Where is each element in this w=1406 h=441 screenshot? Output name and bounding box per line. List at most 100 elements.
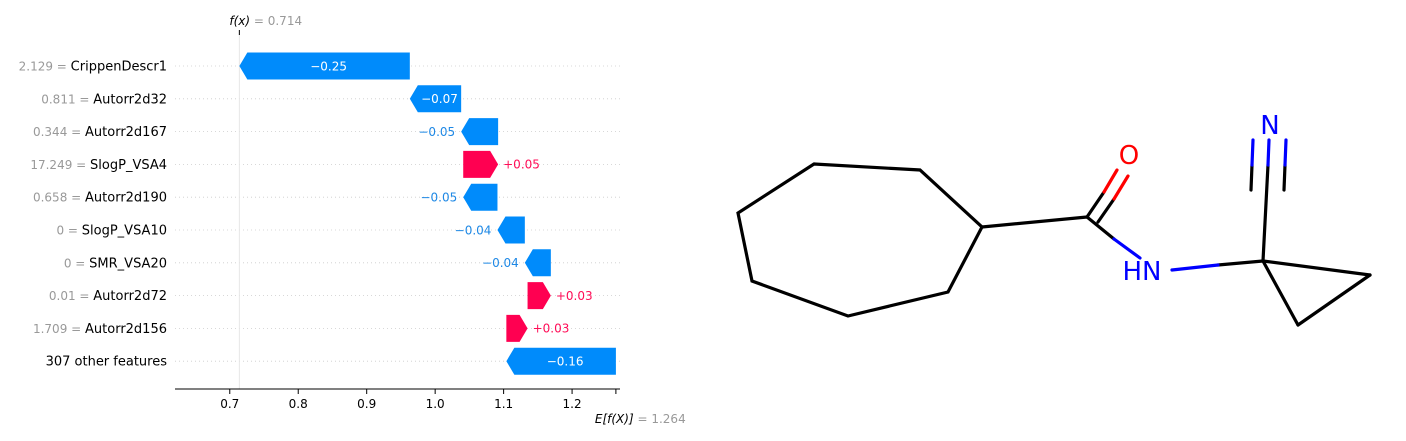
x-tick-label: 0.9 xyxy=(357,397,376,411)
feature-label: 307 other features xyxy=(46,355,168,370)
equals-sign: = xyxy=(71,256,89,270)
ring-carbonyl-bond xyxy=(980,215,1089,229)
efx-value: 1.264 xyxy=(651,412,685,426)
bar-value-label: −0.16 xyxy=(547,355,584,369)
carbonyl-double-bond-1 xyxy=(1085,190,1106,219)
negative-bar xyxy=(497,216,525,244)
nitrile-bond-blue-r xyxy=(1283,138,1288,167)
row-gridlines xyxy=(175,65,620,362)
feature-name: SMR_VSA20 xyxy=(89,256,167,271)
feature-value: 1.709 xyxy=(33,322,67,336)
nitrile-bond-black-l xyxy=(1249,163,1254,192)
x-tick-label: 1.2 xyxy=(563,397,582,411)
feature-value: 17.249 xyxy=(30,158,72,172)
feature-label: 0 = SlogP_VSA10 xyxy=(56,224,167,239)
x-tick-label: 1.0 xyxy=(426,397,445,411)
bar-value-label: −0.07 xyxy=(421,92,458,106)
feature-name: Autorr2d190 xyxy=(85,191,167,206)
bar-value-label: −0.04 xyxy=(482,256,519,270)
negative-bar xyxy=(461,118,499,146)
bar-value-label: +0.05 xyxy=(503,158,540,172)
oxygen-atom-label: O xyxy=(1119,141,1139,171)
fx-equals: = xyxy=(250,14,268,28)
negative-bar xyxy=(506,347,616,375)
cycloheptane-ring xyxy=(736,162,984,318)
cyclopropane-bond-3 xyxy=(1261,259,1300,327)
feature-label: 17.249 = SlogP_VSA4 xyxy=(30,158,167,173)
feature-value: 0.01 xyxy=(49,289,76,303)
bar-value-label: −0.05 xyxy=(418,125,455,139)
equals-sign: = xyxy=(67,125,85,139)
feature-name: Autorr2d32 xyxy=(93,92,167,107)
carbonyl-double-bond-red-2 xyxy=(1112,174,1130,201)
feature-value: 0 xyxy=(56,224,64,238)
feature-label: 2.129 = CrippenDescr1 xyxy=(19,60,167,75)
amide-nh-atom-label: HN xyxy=(1123,257,1162,287)
molecule-structure: O HN N xyxy=(736,111,1372,327)
feature-label: 0.658 = Autorr2d190 xyxy=(33,191,167,206)
x-tick-label: 1.1 xyxy=(494,397,513,411)
nitrile-n-atom-label: N xyxy=(1260,111,1279,141)
equals-sign: = xyxy=(72,158,90,172)
feature-label: 0.344 = Autorr2d167 xyxy=(33,125,167,140)
efx-equals: = xyxy=(634,412,652,426)
nitrile-bond-blue-l xyxy=(1250,138,1255,167)
equals-sign: = xyxy=(67,191,85,205)
carbonyl-double-bond-red-1 xyxy=(1102,168,1119,194)
fx-annotation: f(x) = 0.714 xyxy=(229,14,302,28)
feature-value: 0.658 xyxy=(33,191,67,205)
bonds xyxy=(736,162,1372,327)
feature-name: CrippenDescr1 xyxy=(71,60,167,75)
shap-waterfall-chart: −0.25 −0.07 −0.05 +0.05 −0.05 −0.04 −0.04 +0.03… xyxy=(19,14,686,426)
positive-bar xyxy=(527,282,551,310)
bar-value-label: +0.03 xyxy=(533,322,570,336)
heteroatom-bonds xyxy=(1102,138,1288,272)
carbonyl-double-bond-2 xyxy=(1096,197,1116,224)
negative-bar xyxy=(524,249,551,277)
feature-name: SlogP_VSA10 xyxy=(82,224,167,239)
nitrile-bond-blue-c xyxy=(1266,138,1271,167)
fx-value: 0.714 xyxy=(268,14,302,28)
bar-value-label: −0.04 xyxy=(455,223,492,237)
equals-sign: = xyxy=(76,92,94,106)
equals-sign: = xyxy=(64,224,82,238)
fx-label: f(x) xyxy=(229,14,250,28)
x-tick-label: 0.7 xyxy=(220,397,239,411)
negative-bar xyxy=(463,183,498,211)
equals-sign: = xyxy=(67,322,85,336)
feature-label: 0.811 = Autorr2d32 xyxy=(41,92,167,107)
efx-label: E[f(X)] xyxy=(595,412,634,426)
cyclopropane-bond-2 xyxy=(1296,273,1372,327)
bars: −0.25 −0.07 −0.05 +0.05 −0.05 −0.04 −0.04 +0.03… xyxy=(239,52,616,375)
nitrile-bond-black-r xyxy=(1282,163,1287,192)
feature-name: Autorr2d156 xyxy=(85,322,167,337)
carbonyl-n-bond-blue xyxy=(1112,237,1142,260)
positive-bar xyxy=(506,314,528,342)
nitrile-bond-black-c xyxy=(1261,163,1270,263)
annotations: f(x) = 0.714 E[f(X)] = 1.264 xyxy=(229,14,685,426)
x-axis: 0.7 0.8 0.9 1.0 1.1 1.2 xyxy=(175,388,620,411)
x-tick-label: 0.8 xyxy=(289,397,308,411)
feature-label: 1.709 = Autorr2d156 xyxy=(33,322,167,337)
feature-value: 0.811 xyxy=(41,92,75,106)
bar-value-label: −0.25 xyxy=(310,59,347,73)
bar-value-label: −0.05 xyxy=(420,191,457,205)
feature-name: SlogP_VSA4 xyxy=(90,158,167,173)
feature-label: 0.01 = Autorr2d72 xyxy=(49,289,167,304)
equals-sign: = xyxy=(76,289,94,303)
n-quaternary-bond-black xyxy=(1216,259,1265,267)
negative-bar xyxy=(239,52,410,80)
feature-value: 2.129 xyxy=(19,60,53,74)
negative-bar xyxy=(409,85,462,113)
efx-annotation: E[f(X)] = 1.264 xyxy=(595,412,686,426)
feature-label: 0 = SMR_VSA20 xyxy=(64,256,167,271)
cyclopropane-bond-1 xyxy=(1261,259,1372,277)
carbonyl-n-bond-black xyxy=(1085,215,1116,241)
n-quaternary-bond-blue xyxy=(1170,263,1220,272)
feature-value: 0 xyxy=(64,256,72,270)
feature-name: 307 other features xyxy=(46,355,168,370)
feature-name: Autorr2d72 xyxy=(93,289,167,304)
positive-bar xyxy=(463,150,499,178)
feature-name: Autorr2d167 xyxy=(85,125,167,140)
